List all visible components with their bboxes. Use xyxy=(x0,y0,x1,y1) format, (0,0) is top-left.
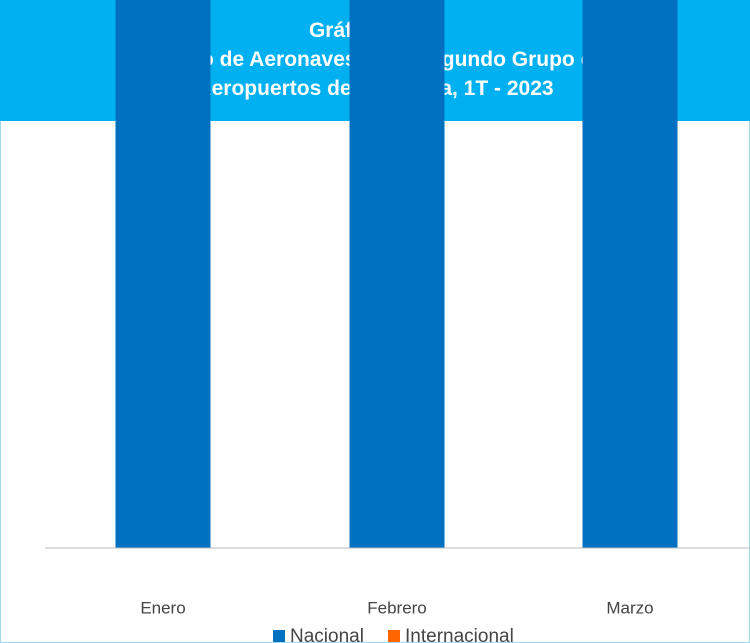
legend-swatch xyxy=(273,630,285,642)
bar-segment xyxy=(349,0,445,548)
bar-segment xyxy=(115,0,211,548)
legend-label: Nacional xyxy=(290,626,364,643)
legend-label: Internacional xyxy=(405,626,514,643)
bar-segment xyxy=(582,0,678,548)
x-tick-label: Febrero xyxy=(367,598,427,617)
x-tick-label: Marzo xyxy=(606,598,653,617)
legend-swatch xyxy=(388,630,400,642)
x-tick-label: Enero xyxy=(140,598,185,617)
